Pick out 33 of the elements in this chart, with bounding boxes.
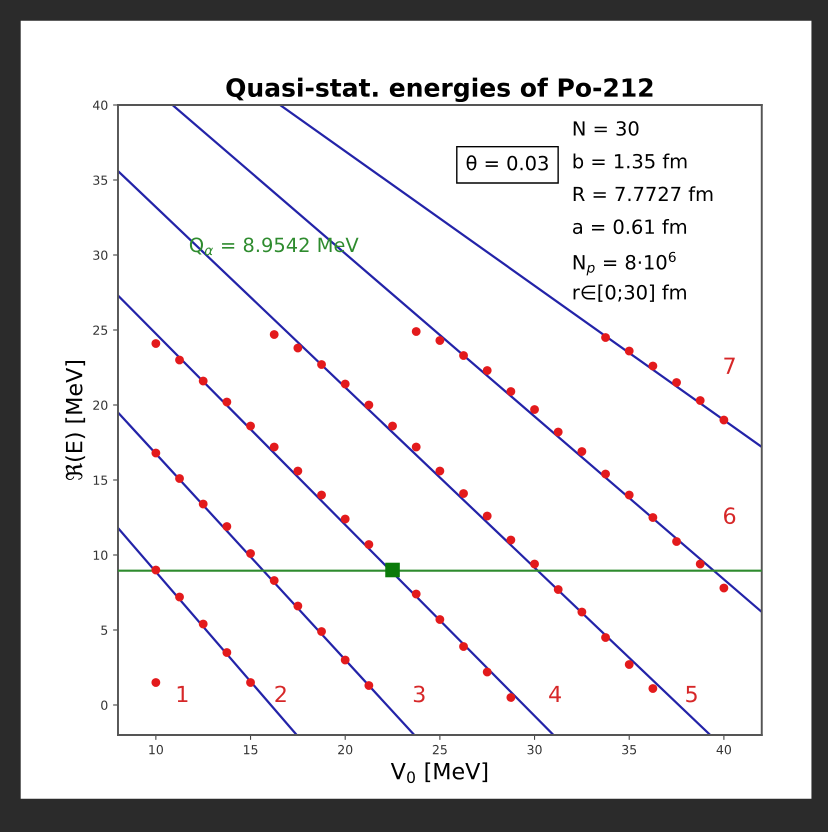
annotation: 3 [414,686,425,702]
annotation: a = 0.61 fm [573,219,686,234]
y-tick-label: 0 [101,700,108,710]
annotation: 1 [178,686,188,702]
annotation: 4 [549,686,561,702]
y-tick-label: 15 [94,476,108,485]
x-tick-label: 15 [244,745,258,754]
annotation: N$_{p}$ = 8·10$^{6}$ [574,252,676,276]
x-tick-label: 20 [338,744,352,754]
annotation: R = 7.7727 fm [574,186,712,202]
x-tick-label: 40 [716,744,732,754]
y-tick-label: 5 [101,626,108,635]
y-tick-label: 30 [93,250,108,260]
y-tick-label: 35 [93,175,108,185]
y-axis-title: ℜ(E) [MeV] [65,360,86,480]
chart-title: Quasi-stat. energies of Po-212 [226,78,652,102]
annotation: 5 [686,686,697,702]
x-tick-label: 25 [432,744,447,754]
annotation: 2 [275,686,286,702]
x-axis-title: V$_{0}$ [MeV] [390,762,488,784]
y-tick-label: 10 [94,550,108,560]
annotation: 6 [724,507,736,524]
annotation: θ = 0.03 [466,155,548,170]
x-tick-label: 30 [528,744,542,754]
y-tick-label: 40 [92,100,108,110]
annotation: 7 [724,358,735,374]
x-tick-label: 35 [622,744,636,754]
annotation: b = 1.35 fm [574,154,686,169]
annotation: N = 30 [574,121,638,136]
y-tick-label: 25 [93,325,108,335]
annotation: r∈[0;30] fm [574,284,686,302]
y-tick-label: 20 [93,400,108,410]
x-tick-label: 10 [149,744,163,754]
